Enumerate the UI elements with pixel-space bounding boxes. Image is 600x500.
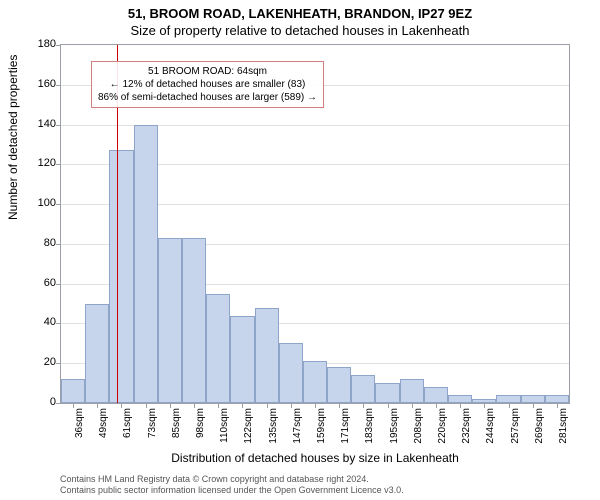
- y-tick-label: 80: [26, 237, 56, 249]
- annotation-box: 51 BROOM ROAD: 64sqm← 12% of detached ho…: [91, 61, 324, 108]
- y-tick: [56, 85, 61, 86]
- y-tick: [56, 244, 61, 245]
- histogram-bar: [521, 395, 545, 403]
- y-tick-label: 20: [26, 356, 56, 368]
- histogram-bar: [61, 379, 85, 403]
- x-tick-label: 85sqm: [171, 408, 182, 448]
- y-tick: [56, 323, 61, 324]
- footer-line-2: Contains public sector information licen…: [60, 485, 570, 496]
- y-tick: [56, 45, 61, 46]
- histogram-bar: [327, 367, 351, 403]
- y-tick: [56, 204, 61, 205]
- x-tick-label: 61sqm: [122, 408, 133, 448]
- x-tick-label: 36sqm: [74, 408, 85, 448]
- x-tick-label: 73sqm: [147, 408, 158, 448]
- x-tick-label: 232sqm: [461, 408, 472, 448]
- histogram-bar: [109, 150, 133, 403]
- histogram-bar: [424, 387, 448, 403]
- y-tick-label: 160: [26, 78, 56, 90]
- histogram-bar: [448, 395, 472, 403]
- y-tick-label: 60: [26, 277, 56, 289]
- x-tick-label: 208sqm: [413, 408, 424, 448]
- histogram-bar: [158, 238, 182, 403]
- histogram-bar: [375, 383, 399, 403]
- x-tick-label: 171sqm: [340, 408, 351, 448]
- histogram-bar: [496, 395, 520, 403]
- histogram-bar: [255, 308, 279, 403]
- annotation-line: 86% of semi-detached houses are larger (…: [98, 91, 317, 104]
- y-tick-label: 100: [26, 197, 56, 209]
- footer-line-1: Contains HM Land Registry data © Crown c…: [60, 474, 570, 485]
- x-tick-label: 183sqm: [364, 408, 375, 448]
- attribution-footer: Contains HM Land Registry data © Crown c…: [60, 474, 570, 496]
- x-tick-label: 110sqm: [219, 408, 230, 448]
- y-tick: [56, 363, 61, 364]
- histogram-bar: [351, 375, 375, 403]
- y-tick: [56, 125, 61, 126]
- y-tick-label: 140: [26, 118, 56, 130]
- x-tick-label: 49sqm: [98, 408, 109, 448]
- y-tick: [56, 403, 61, 404]
- y-tick: [56, 284, 61, 285]
- x-tick-label: 98sqm: [195, 408, 206, 448]
- x-tick-label: 135sqm: [268, 408, 279, 448]
- y-tick: [56, 164, 61, 165]
- y-tick-label: 180: [26, 38, 56, 50]
- x-tick-label: 195sqm: [389, 408, 400, 448]
- x-axis-label: Distribution of detached houses by size …: [60, 451, 570, 465]
- histogram-bar: [230, 316, 254, 404]
- x-tick-label: 147sqm: [292, 408, 303, 448]
- x-tick-label: 244sqm: [485, 408, 496, 448]
- x-tick-label: 159sqm: [316, 408, 327, 448]
- histogram-bar: [134, 125, 158, 403]
- y-tick-label: 120: [26, 157, 56, 169]
- chart-subtitle: Size of property relative to detached ho…: [0, 21, 600, 38]
- histogram-bar: [182, 238, 206, 403]
- annotation-line: 51 BROOM ROAD: 64sqm: [98, 65, 317, 78]
- chart-plot-area: 51 BROOM ROAD: 64sqm← 12% of detached ho…: [60, 44, 570, 404]
- histogram-bar: [545, 395, 569, 403]
- annotation-line: ← 12% of detached houses are smaller (83…: [98, 78, 317, 91]
- x-tick-label: 220sqm: [437, 408, 448, 448]
- histogram-bar: [279, 343, 303, 403]
- x-tick-label: 122sqm: [243, 408, 254, 448]
- histogram-bar: [85, 304, 109, 403]
- address-title: 51, BROOM ROAD, LAKENHEATH, BRANDON, IP2…: [0, 0, 600, 21]
- histogram-bar: [400, 379, 424, 403]
- x-tick-label: 269sqm: [534, 408, 545, 448]
- x-tick-label: 281sqm: [558, 408, 569, 448]
- y-tick-label: 0: [26, 396, 56, 408]
- x-tick-label: 257sqm: [510, 408, 521, 448]
- histogram-bar: [303, 361, 327, 403]
- histogram-bar: [206, 294, 230, 403]
- y-axis-label: Number of detached properties: [6, 55, 20, 220]
- y-tick-label: 40: [26, 316, 56, 328]
